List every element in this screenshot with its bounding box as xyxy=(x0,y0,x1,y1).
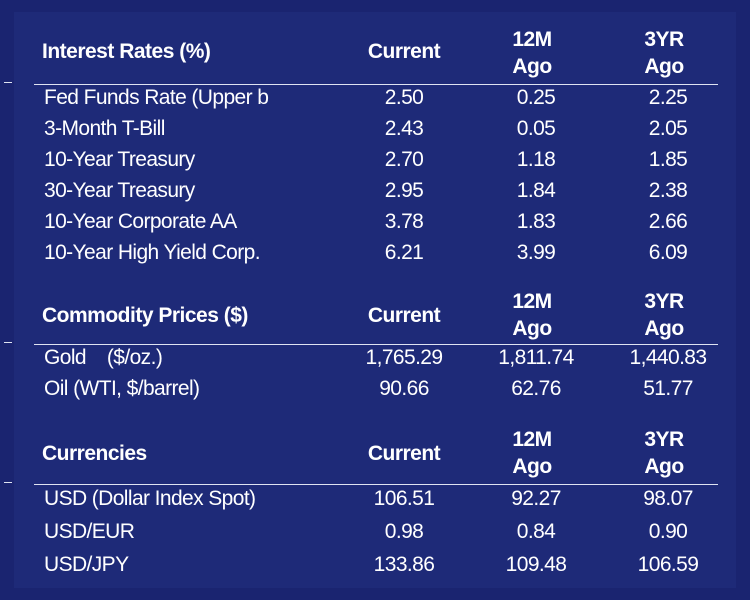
12m-ago-value: 1.84 xyxy=(516,179,556,202)
3yr-ago-value: 2.05 xyxy=(648,117,688,140)
header-line: Ago xyxy=(644,55,684,78)
current-value: 3.78 xyxy=(384,210,424,233)
table-row: 10-Year Treasury 2.70 1.18 1.85 xyxy=(14,148,736,179)
header-line: Ago xyxy=(512,55,552,78)
12m-ago-value: 0.05 xyxy=(516,117,556,140)
row-label: 10-Year Treasury xyxy=(44,148,195,171)
tick-mark xyxy=(4,342,12,343)
row-label: 10-Year High Yield Corp. xyxy=(44,241,261,264)
3yr-ago-value: 6.09 xyxy=(648,241,688,264)
current-value: 2.95 xyxy=(384,179,424,202)
current-value: 1,765.29 xyxy=(365,346,444,369)
current-value: 2.43 xyxy=(384,117,424,140)
table-row: USD/JPY 133.86 109.48 106.59 xyxy=(14,553,736,584)
12m-ago-value: 3.99 xyxy=(516,241,556,264)
row-label: 30-Year Treasury xyxy=(44,179,195,202)
table-row: Fed Funds Rate (Upper b 2.50 0.25 2.25 xyxy=(14,86,736,117)
market-data-table: Interest Rates (%) Current 12M Ago 3YR A… xyxy=(4,12,736,588)
column-12m-ago-header: 12M Ago xyxy=(482,26,582,80)
12m-ago-value: 92.27 xyxy=(511,487,561,510)
12m-ago-value: 0.25 xyxy=(516,86,556,109)
currencies-title: Currencies xyxy=(42,442,147,465)
header-line: 12M xyxy=(512,28,552,51)
current-value: 90.66 xyxy=(379,377,429,400)
row-label: Gold ($/oz.) xyxy=(44,346,163,369)
table-row: 10-Year Corporate AA 3.78 1.83 2.66 xyxy=(14,210,736,241)
header-line: Ago xyxy=(512,317,552,340)
commodity-prices-title: Commodity Prices ($) xyxy=(42,304,248,327)
header-line: 12M xyxy=(512,290,552,313)
current-value: 106.51 xyxy=(373,487,435,510)
column-12m-ago-header: 12M Ago xyxy=(482,288,582,342)
header-line: 12M xyxy=(512,428,552,451)
column-current-header: Current xyxy=(367,442,441,465)
table-row: USD/EUR 0.98 0.84 0.90 xyxy=(14,520,736,551)
column-3yr-ago-header: 3YR Ago xyxy=(614,288,714,342)
current-value: 6.21 xyxy=(384,241,424,264)
table-row: 3-Month T-Bill 2.43 0.05 2.05 xyxy=(14,117,736,148)
12m-ago-value: 1,811.74 xyxy=(498,346,574,369)
3yr-ago-value: 1.85 xyxy=(648,148,688,171)
3yr-ago-value: 98.07 xyxy=(643,487,693,510)
row-label: Fed Funds Rate (Upper b xyxy=(44,86,269,109)
3yr-ago-value: 2.38 xyxy=(648,179,688,202)
table-row: 10-Year High Yield Corp. 6.21 3.99 6.09 xyxy=(14,241,736,272)
column-current-header: Current xyxy=(367,40,441,63)
row-label: USD/JPY xyxy=(44,553,129,576)
section-divider xyxy=(34,344,718,345)
current-value: 0.98 xyxy=(384,520,424,543)
row-label: USD/EUR xyxy=(44,520,135,543)
12m-ago-value: 1.83 xyxy=(516,210,556,233)
header-line: Ago xyxy=(644,317,684,340)
table-row: 30-Year Treasury 2.95 1.84 2.38 xyxy=(14,179,736,210)
row-label: USD (Dollar Index Spot) xyxy=(44,487,256,510)
column-12m-ago-header: 12M Ago xyxy=(482,426,582,480)
3yr-ago-value: 1,440.83 xyxy=(629,346,708,369)
3yr-ago-value: 2.25 xyxy=(648,86,688,109)
12m-ago-value: 1.18 xyxy=(516,148,556,171)
tick-mark xyxy=(4,82,12,83)
section-divider xyxy=(34,84,718,85)
12m-ago-value: 0.84 xyxy=(516,520,556,543)
tick-mark xyxy=(4,482,12,483)
table-row: USD (Dollar Index Spot) 106.51 92.27 98.… xyxy=(14,487,736,518)
3yr-ago-value: 2.66 xyxy=(648,210,688,233)
column-3yr-ago-header: 3YR Ago xyxy=(614,426,714,480)
row-label: 10-Year Corporate AA xyxy=(44,210,237,233)
row-label: Oil (WTI, $/barrel) xyxy=(44,377,200,400)
12m-ago-value: 109.48 xyxy=(505,553,567,576)
current-value: 133.86 xyxy=(373,553,435,576)
header-line: Ago xyxy=(512,455,552,478)
current-value: 2.70 xyxy=(384,148,424,171)
header-line: 3YR xyxy=(644,28,684,51)
current-value: 2.50 xyxy=(384,86,424,109)
header-line: 3YR xyxy=(644,290,684,313)
table-row: Gold ($/oz.) 1,765.29 1,811.74 1,440.83 xyxy=(14,346,736,377)
column-3yr-ago-header: 3YR Ago xyxy=(614,26,714,80)
interest-rates-title: Interest Rates (%) xyxy=(42,40,211,63)
column-current-header: Current xyxy=(367,304,441,327)
3yr-ago-value: 51.77 xyxy=(643,377,693,400)
row-label: 3-Month T-Bill xyxy=(44,117,165,140)
header-line: Ago xyxy=(644,455,684,478)
12m-ago-value: 62.76 xyxy=(511,377,561,400)
3yr-ago-value: 106.59 xyxy=(637,553,699,576)
table-row: Oil (WTI, $/barrel) 90.66 62.76 51.77 xyxy=(14,377,736,408)
header-line: 3YR xyxy=(644,428,684,451)
3yr-ago-value: 0.90 xyxy=(648,520,688,543)
section-divider xyxy=(34,484,718,485)
